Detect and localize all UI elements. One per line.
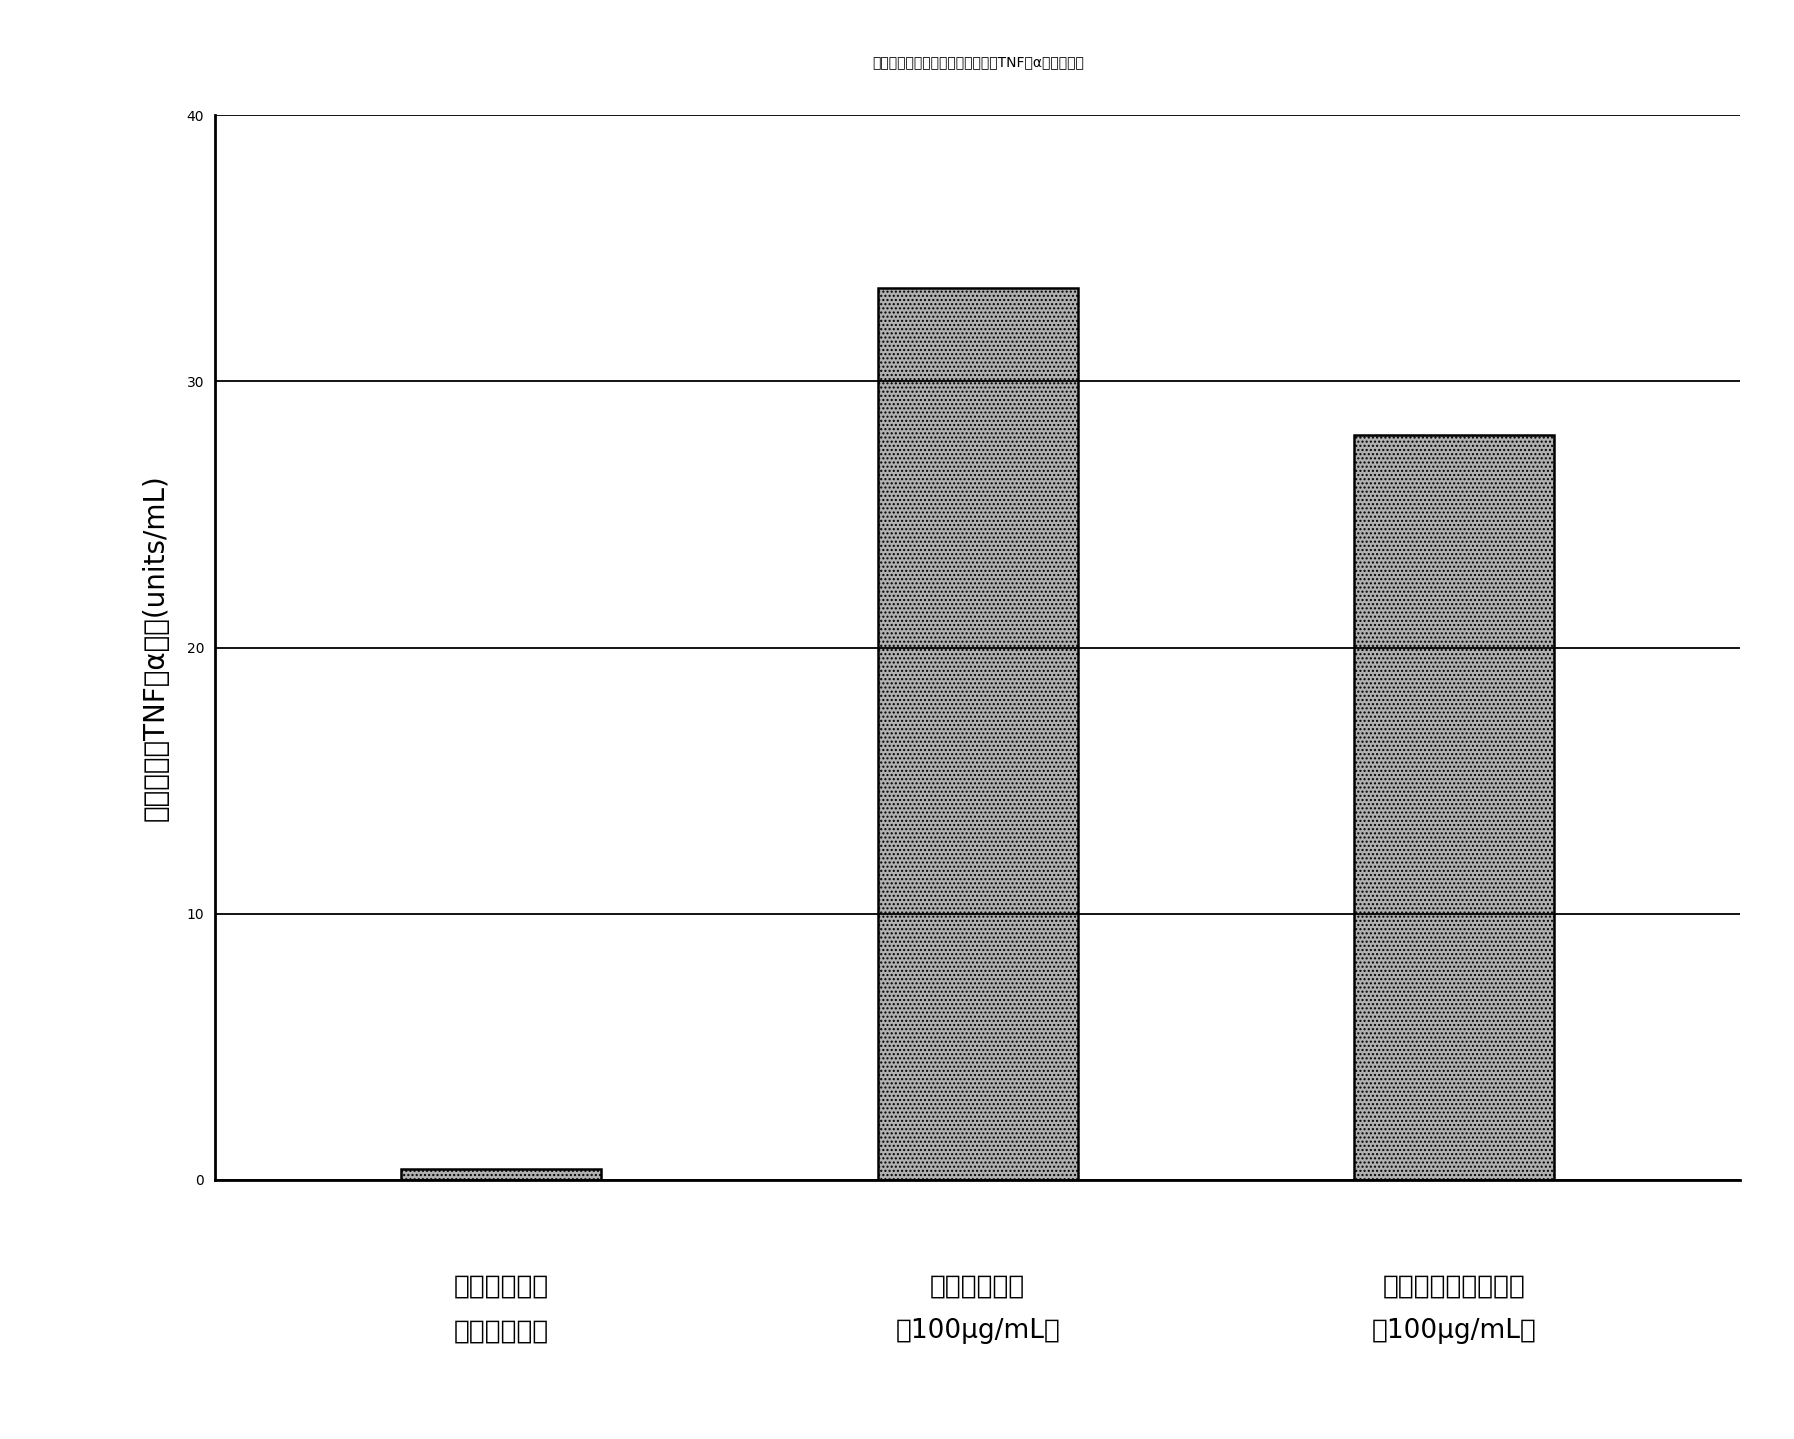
Bar — [1354, 435, 1554, 1180]
Text: （100μg/mL）: （100μg/mL） — [895, 1318, 1060, 1344]
Text: （100μg/mL）: （100μg/mL） — [1372, 1318, 1537, 1344]
Text: 鹿角霊芝熱水抽出液: 鹿角霊芝熱水抽出液 — [1383, 1274, 1525, 1299]
Text: ピシバニール: ピシバニール — [929, 1274, 1026, 1299]
Bar — [402, 1170, 601, 1180]
Y-axis label: 誘導されたTNF－α活性(units/mL): 誘導されたTNF－α活性(units/mL) — [142, 475, 170, 820]
Text: （培地のみ）: （培地のみ） — [454, 1318, 549, 1344]
Title: 図５　鹿角霊芝熱水抽出液によるTNF－α活性の誘導: 図５ 鹿角霊芝熱水抽出液によるTNF－α活性の誘導 — [872, 56, 1084, 69]
Text: コントロール: コントロール — [454, 1274, 549, 1299]
Bar — [877, 288, 1078, 1180]
